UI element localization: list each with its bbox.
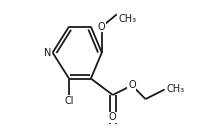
Text: CH₃: CH₃ [166, 84, 184, 95]
Text: O: O [98, 22, 106, 32]
Text: Cl: Cl [64, 96, 74, 106]
Text: O: O [128, 80, 136, 90]
Text: O: O [109, 112, 117, 122]
Text: CH₃: CH₃ [118, 14, 136, 24]
Text: N: N [44, 48, 51, 58]
